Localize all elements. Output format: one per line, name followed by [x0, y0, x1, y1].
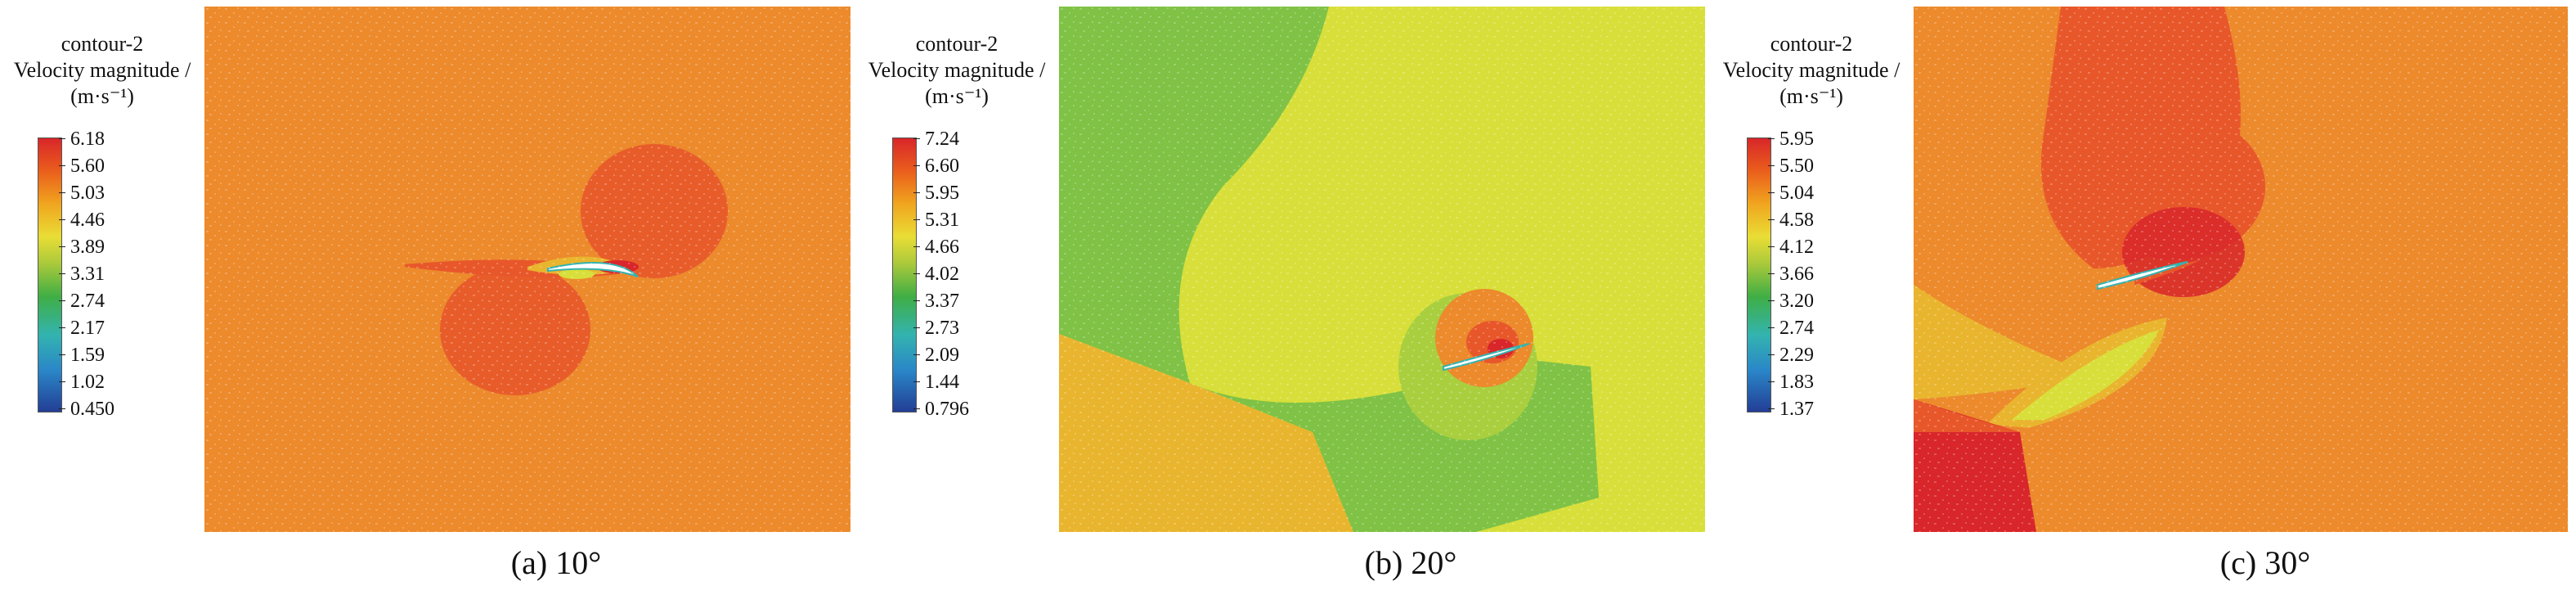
tick-label: 2.29 — [1768, 345, 1814, 366]
tick-label: 1.44 — [913, 372, 959, 393]
velocity-contour-plot-c — [1914, 7, 2568, 532]
tick-label: 5.95 — [913, 183, 959, 204]
tick-label: 2.74 — [59, 291, 105, 312]
tick-label: 3.66 — [1768, 264, 1814, 285]
tick-label: 3.37 — [913, 291, 959, 312]
legend-title-line3: (m·s⁻¹) — [70, 84, 134, 108]
tick-label: 0.450 — [59, 399, 114, 420]
caption-a: (a) 10° — [510, 544, 602, 581]
tick-label: 2.17 — [59, 318, 105, 339]
colorbar — [38, 137, 62, 412]
mesh-texture — [204, 7, 850, 532]
tick-label: 5.03 — [59, 183, 105, 204]
caption-c: (c) 30° — [2219, 544, 2311, 581]
tick-label: 2.74 — [1768, 318, 1814, 339]
tick-label: 4.58 — [1768, 210, 1814, 231]
tick-label: 4.66 — [913, 237, 959, 258]
tick-label: 7.24 — [913, 128, 959, 150]
legend-title-line1: contour-2 — [61, 32, 144, 56]
tick-label: 4.12 — [1768, 237, 1814, 258]
tick-label: 3.20 — [1768, 291, 1814, 312]
mesh-texture — [1914, 7, 2568, 532]
mesh-texture — [1059, 7, 1705, 532]
tick-label: 4.02 — [913, 264, 959, 285]
velocity-contour-plot-b — [1059, 7, 1705, 532]
velocity-contour-plot-a — [204, 7, 850, 532]
tick-label: 0.796 — [913, 399, 969, 420]
tick-label: 3.31 — [59, 264, 105, 285]
tick-label: 2.09 — [913, 345, 959, 366]
tick-label: 3.89 — [59, 237, 105, 258]
tick-label: 1.02 — [59, 372, 105, 393]
tick-label: 4.46 — [59, 210, 105, 231]
tick-label: 5.50 — [1768, 156, 1814, 177]
tick-label: 5.04 — [1768, 183, 1814, 204]
tick-label: 5.60 — [59, 156, 105, 177]
tick-label: 1.37 — [1768, 399, 1814, 420]
tick-label: 1.83 — [1768, 372, 1814, 393]
tick-label: 2.73 — [913, 318, 959, 339]
colorbar — [892, 137, 917, 412]
panel-c: contour-2 Velocity magnitude / (m·s⁻¹) 5… — [1709, 0, 2576, 595]
panel-a: contour-2 Velocity magnitude / (m·s⁻¹) 6… — [0, 0, 855, 595]
panel-b: contour-2 Velocity magnitude / (m·s⁻¹) 7… — [855, 0, 1709, 595]
legend-title-line2: Velocity magnitude / — [1722, 58, 1901, 82]
legend-title-line2: Velocity magnitude / — [13, 58, 191, 82]
tick-label: 6.60 — [913, 156, 959, 177]
legend-title-line1: contour-2 — [1770, 32, 1853, 56]
legend-title-line3: (m·s⁻¹) — [925, 84, 989, 108]
tick-label: 1.59 — [59, 345, 105, 366]
tick-label: 5.31 — [913, 210, 959, 231]
legend-title-line1: contour-2 — [915, 32, 999, 56]
tick-label: 6.18 — [59, 128, 105, 150]
legend-title-line3: (m·s⁻¹) — [1779, 84, 1843, 108]
colorbar — [1747, 137, 1771, 412]
caption-b: (b) 20° — [1364, 544, 1457, 581]
legend-title-line2: Velocity magnitude / — [868, 58, 1046, 82]
tick-label: 5.95 — [1768, 128, 1814, 150]
